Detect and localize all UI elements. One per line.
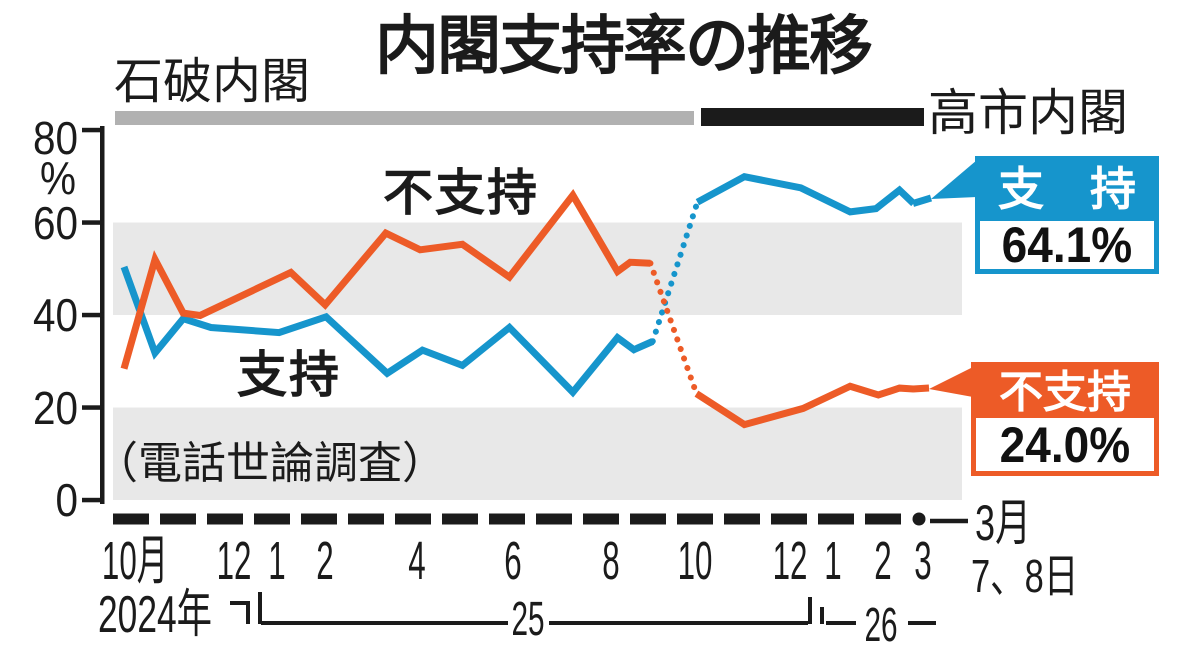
y-axis-tick xyxy=(82,220,104,225)
y-axis-label-60: 60 xyxy=(32,197,78,249)
era-bar-takaichi xyxy=(701,108,924,126)
callout-disapproval-value: 24.0% xyxy=(971,413,1159,476)
year-bracket-tick-a xyxy=(246,601,250,624)
y-axis-tick xyxy=(82,127,104,133)
y-axis-label-80: 80 xyxy=(32,112,78,164)
disapproval-line-ishiba xyxy=(120,188,651,370)
survey-note: （電話世論調査） xyxy=(94,439,446,488)
callout-approval-title: 支 持 xyxy=(975,156,1159,216)
disapproval-line-transition xyxy=(647,260,700,397)
y-axis-label-40: 40 xyxy=(32,289,78,341)
year-rule-2026-right xyxy=(908,621,936,625)
x-tick-label: 3 xyxy=(914,531,932,591)
x-tick-label: 10 xyxy=(677,531,713,591)
approval-line-takaichi xyxy=(695,173,917,216)
year-label-26: 26 xyxy=(864,599,898,652)
page-title: 内閣支持率の推移 xyxy=(375,10,873,82)
x-tick-label: 2 xyxy=(874,531,892,591)
approval-callout-connector xyxy=(911,194,933,207)
x-tick-label: 4 xyxy=(408,531,426,591)
approval-line-ishiba xyxy=(120,265,655,398)
x-tick-label: 12 xyxy=(216,531,252,591)
x-tick-label: 8 xyxy=(602,531,620,591)
callout-approval: 支 持 64.1% xyxy=(975,156,1159,274)
year-rule-2026-left xyxy=(826,621,856,625)
year-rule-2025-left xyxy=(261,621,508,625)
year-bracket-tick-c xyxy=(808,597,812,624)
latest-survey-days: 7、8日 xyxy=(971,550,1079,602)
chart-band xyxy=(113,407,962,500)
x-tick-label: 12 xyxy=(772,531,808,591)
year-bracket-tick-d xyxy=(820,607,824,624)
approval-line-label: 支持 xyxy=(237,347,341,403)
disapproval-callout-pointer xyxy=(929,367,973,397)
callout-approval-value: 64.1% xyxy=(975,216,1159,274)
callout-disapproval: 不支持 24.0% xyxy=(971,362,1159,476)
callout-disapproval-title: 不支持 xyxy=(971,362,1159,417)
disapproval-callout-connector xyxy=(912,384,930,393)
disapproval-line-label: 不支持 xyxy=(383,165,539,221)
x-tick-label: 2 xyxy=(316,531,334,591)
y-axis-tick xyxy=(82,312,104,318)
y-axis-label-20: 20 xyxy=(32,382,78,434)
disapproval-line-takaichi xyxy=(694,382,914,429)
year-label-2024: 2024年 xyxy=(98,586,213,644)
era-bar-ishiba xyxy=(115,111,694,125)
x-tick-label: 1 xyxy=(824,531,842,591)
era-label-takaichi: 高市内閣 xyxy=(928,85,1128,141)
timeline-end-dot xyxy=(912,512,926,526)
x-tick-label: 6 xyxy=(504,531,522,591)
y-axis-tick xyxy=(82,405,104,410)
x-tick-label: 1 xyxy=(268,531,286,591)
y-axis-unit: % xyxy=(40,152,76,204)
y-axis-label-0: 0 xyxy=(55,474,78,526)
latest-survey-month: 3月 xyxy=(975,495,1032,551)
y-axis-tick xyxy=(82,497,104,503)
approval-line-transition xyxy=(649,199,701,345)
approval-callout-pointer xyxy=(931,160,977,199)
year-bracket-tick-b xyxy=(258,592,262,624)
era-label-ishiba: 石破内閣 xyxy=(114,55,311,109)
year-label-25: 25 xyxy=(511,593,545,646)
year-bracket-dash-left xyxy=(230,601,248,605)
year-rule-2025-right xyxy=(549,621,808,625)
x-tick-label: 10月 xyxy=(101,531,169,591)
